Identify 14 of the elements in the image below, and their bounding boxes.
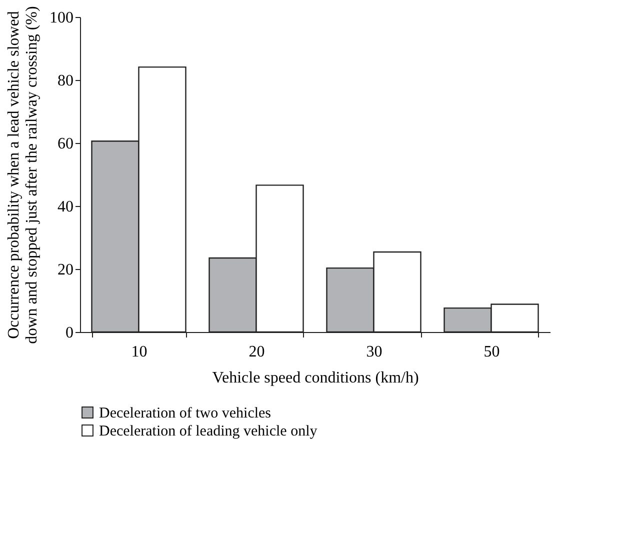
y-tick-label: 100 bbox=[50, 10, 74, 26]
legend-label: Deceleration of leading vehicle only bbox=[99, 424, 318, 440]
y-tick-label: 40 bbox=[58, 198, 74, 216]
y-tick-label: 60 bbox=[58, 136, 74, 152]
y-axis-title: Occurrence probability when a lead vehicle slowed down and stopped just after the railway crossing (%) bbox=[6, 6, 40, 344]
y-tick-label: 0 bbox=[66, 324, 74, 342]
legend-label: Deceleration of two vehicles bbox=[99, 406, 272, 422]
x-tick-label: 50 bbox=[484, 344, 500, 360]
x-tick-label: 30 bbox=[366, 344, 382, 360]
x-axis-title: Vehicle speed conditions (km/h) bbox=[212, 370, 419, 386]
x-tick-label: 10 bbox=[131, 344, 148, 360]
y-tick-label: 20 bbox=[58, 262, 74, 278]
x-tick-label: 20 bbox=[248, 344, 265, 360]
y-tick-label: 80 bbox=[58, 72, 74, 90]
